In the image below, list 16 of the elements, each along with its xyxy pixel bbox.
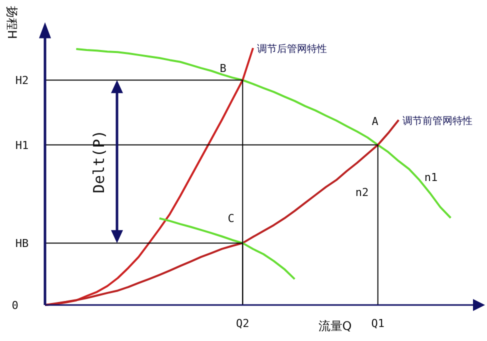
annotation: C	[228, 212, 234, 225]
series-label: 调节后管网特性	[257, 43, 328, 55]
text: 0	[12, 299, 18, 312]
annotation: n1	[424, 171, 438, 184]
annotation: n2	[355, 186, 369, 199]
series-label: H2	[15, 74, 29, 88]
series-label: HB	[15, 237, 29, 250]
annotation: A	[372, 115, 379, 128]
x-axis-title: 流量Q	[318, 319, 352, 333]
series-label: 调节前管网特性	[402, 114, 473, 127]
annotation: Delt(P)	[90, 130, 108, 194]
x-tick-label: Q2	[236, 317, 250, 330]
annotation: B	[220, 62, 227, 75]
x-tick-label: Q1	[371, 317, 384, 330]
series-label: H1	[15, 138, 29, 152]
y-axis-title: 扬程H	[5, 6, 19, 40]
